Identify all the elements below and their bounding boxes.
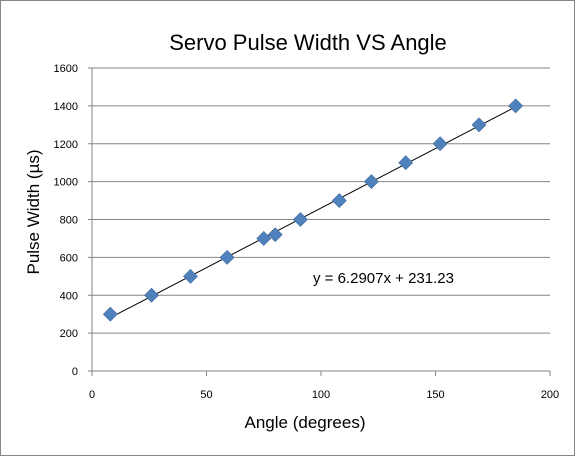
x-axis-title: Angle (degrees)	[245, 413, 366, 432]
data-point	[432, 136, 448, 152]
y-tick-label: 600	[60, 252, 78, 264]
data-point	[256, 231, 272, 246]
x-tick-label: 50	[200, 389, 212, 401]
x-tick-label: 100	[312, 389, 330, 401]
data-point	[219, 249, 235, 265]
x-tick-label: 200	[541, 389, 559, 401]
y-tick-label: 1000	[54, 177, 78, 189]
data-point	[363, 174, 379, 190]
y-tick-label: 1600	[54, 63, 78, 75]
trendline-equation: y = 6.2907x + 231.23	[313, 270, 454, 287]
y-axis-title: Pulse Width (µs)	[24, 149, 43, 274]
y-tick-label: 200	[60, 328, 78, 340]
data-point	[102, 306, 118, 322]
data-point	[144, 287, 159, 303]
y-tick-label: 1200	[54, 139, 78, 151]
x-tick-label: 150	[426, 389, 444, 401]
chart-title: Servo Pulse Width VS Angle	[169, 30, 447, 55]
y-tick-label: 1400	[54, 101, 78, 113]
data-point	[398, 155, 414, 171]
data-point	[292, 212, 308, 227]
data-point	[471, 117, 487, 133]
data-point	[267, 227, 283, 243]
trendline	[110, 106, 516, 319]
x-tick-label: 0	[89, 389, 95, 401]
data-point	[183, 268, 198, 284]
data-point	[331, 193, 347, 208]
y-tick-label: 400	[60, 290, 78, 302]
data-point	[508, 98, 524, 114]
y-tick-label: 0	[72, 366, 78, 378]
y-tick-label: 800	[60, 215, 78, 227]
